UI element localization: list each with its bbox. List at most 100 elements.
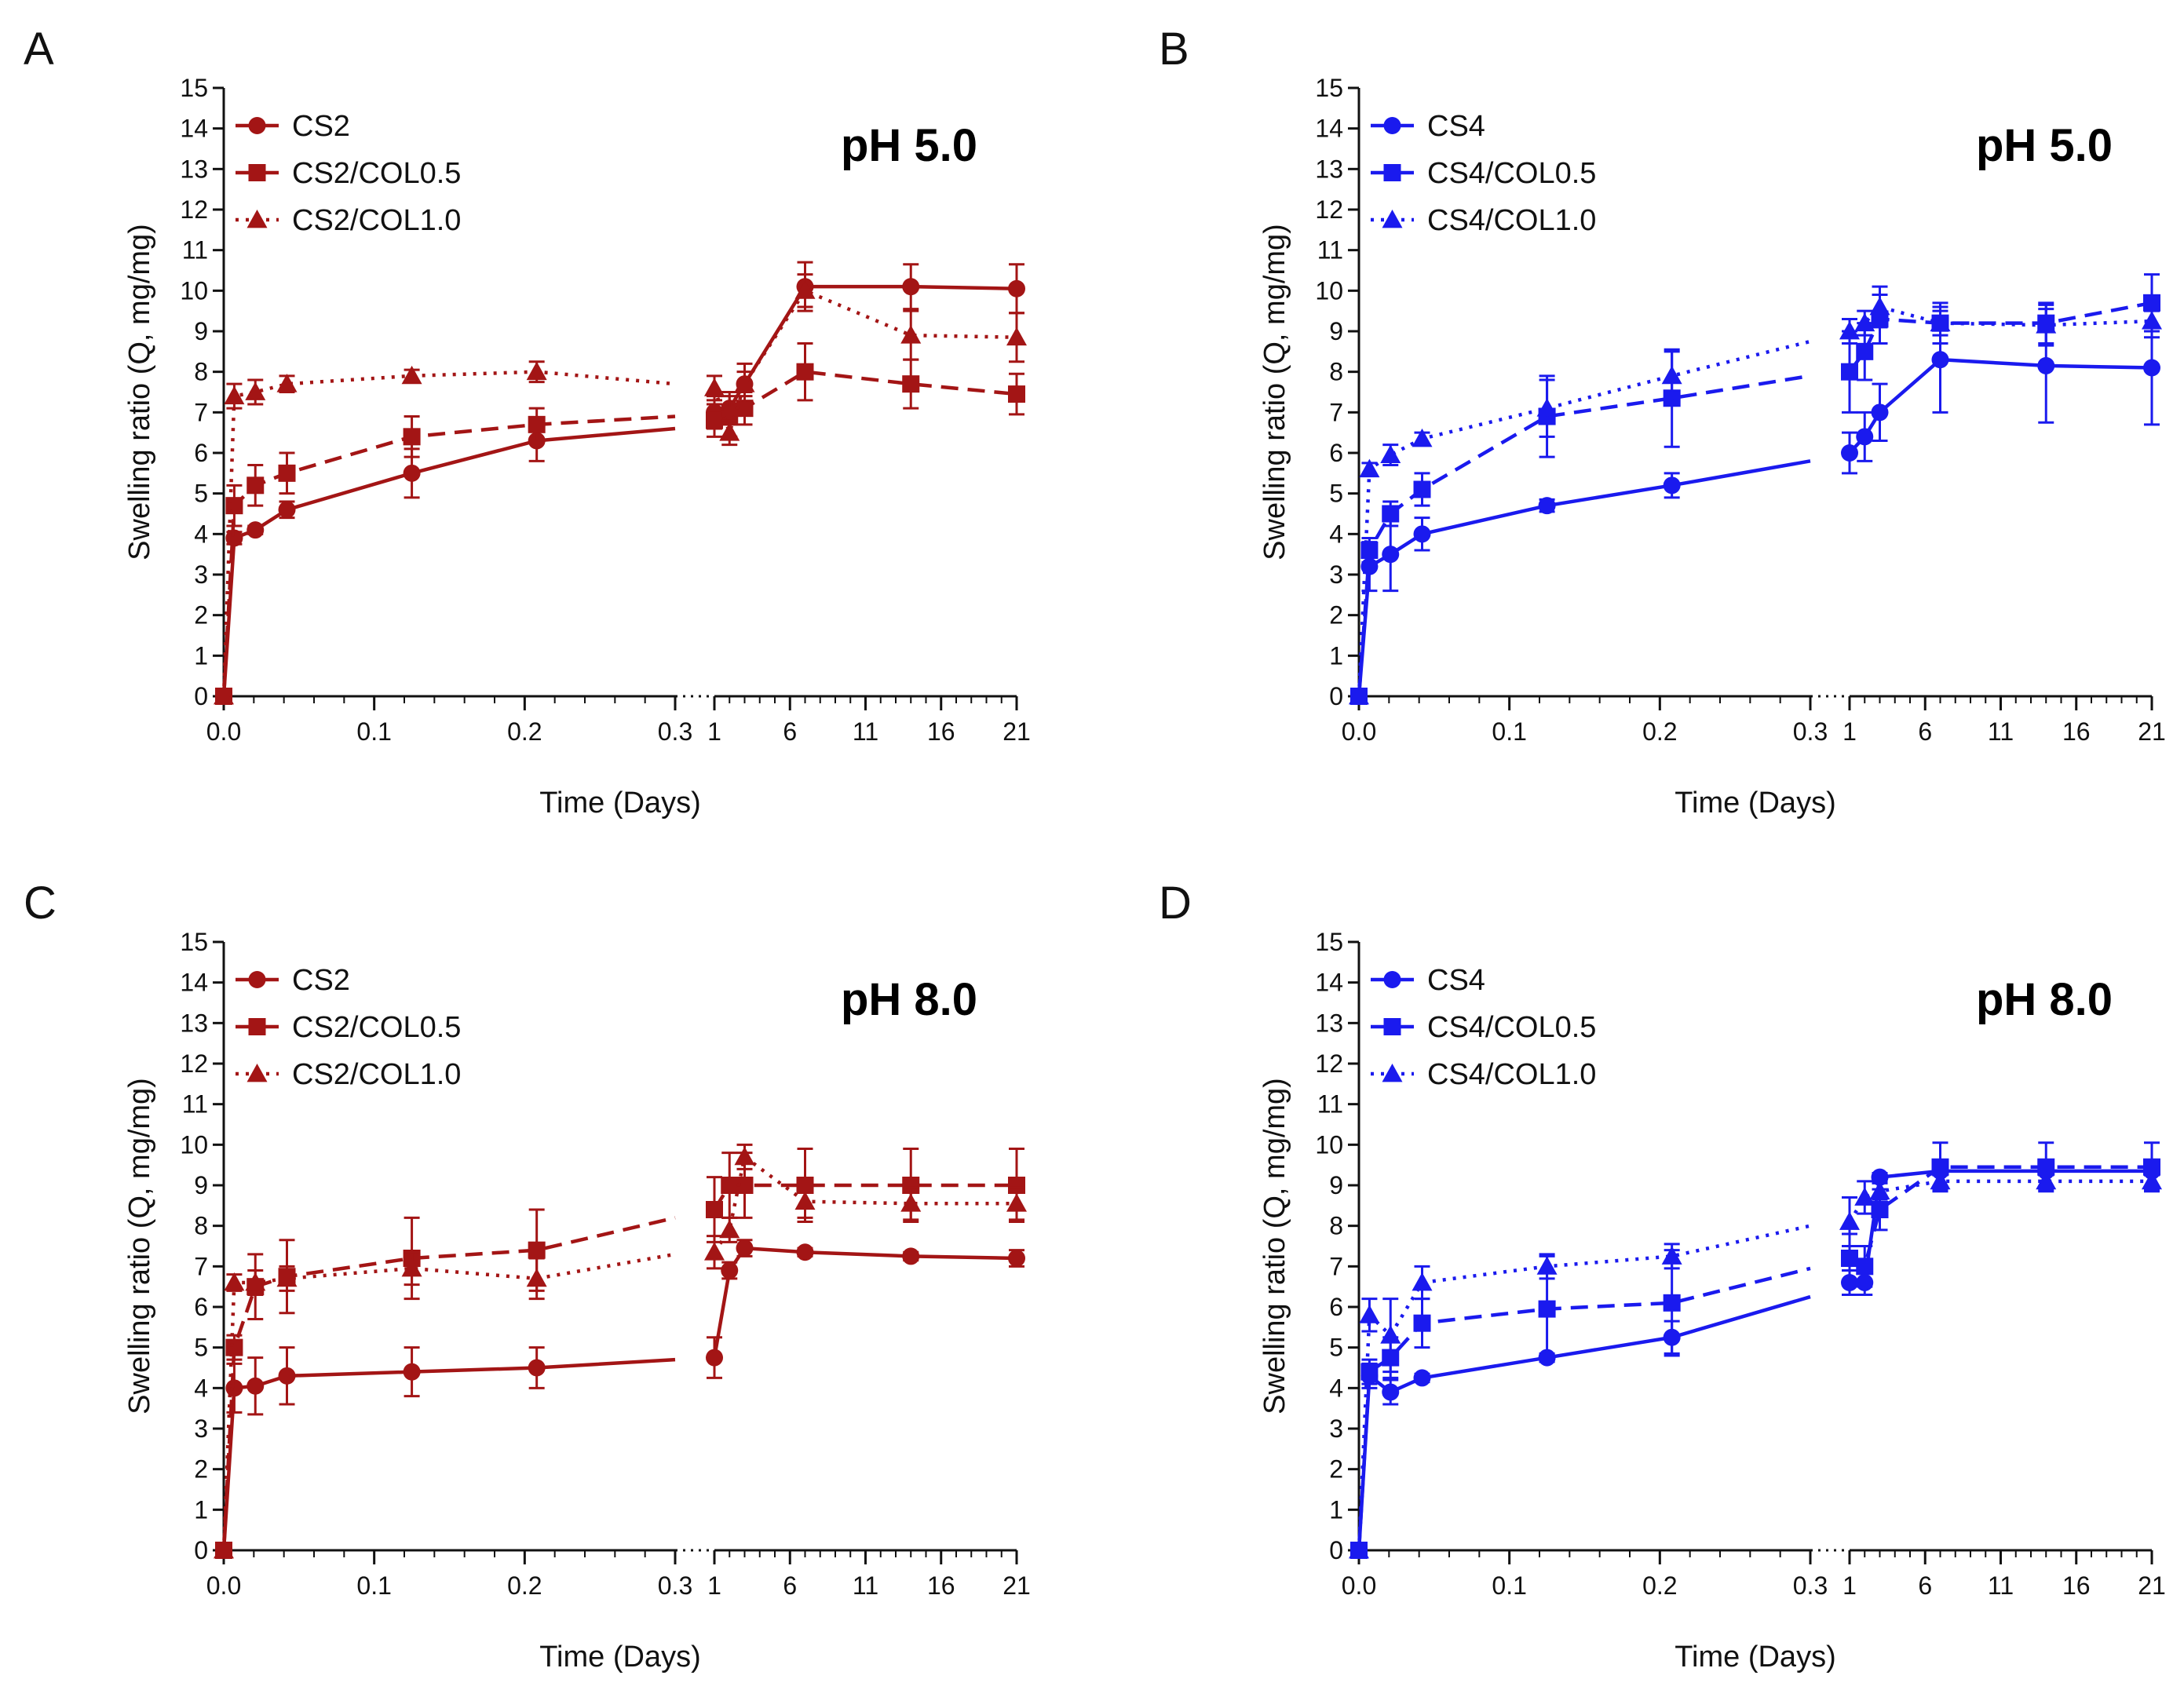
data-point xyxy=(225,497,243,515)
data-point xyxy=(1856,428,1874,446)
data-point xyxy=(1930,312,1951,332)
legend-label: CS4/COL1.0 xyxy=(1427,204,1596,237)
data-point xyxy=(719,422,740,441)
data-point xyxy=(214,686,234,705)
data-point xyxy=(734,374,755,392)
y-tick-label: 2 xyxy=(1329,601,1343,630)
y-tick-label: 9 xyxy=(1329,317,1343,345)
data-point xyxy=(526,1268,547,1287)
series-line xyxy=(221,1357,676,1551)
data-point xyxy=(1663,1294,1681,1312)
y-tick-label: 14 xyxy=(180,115,208,143)
y-tick-label: 11 xyxy=(182,1090,208,1119)
y-tick-label: 11 xyxy=(1317,1090,1343,1119)
y-tick-label: 5 xyxy=(194,1334,208,1362)
x-tick-label: 11 xyxy=(1988,717,2014,746)
data-point xyxy=(1854,1187,1875,1206)
x-tick-label: 1 xyxy=(707,717,721,746)
y-tick-label: 14 xyxy=(180,969,208,997)
x-tick-label: 6 xyxy=(783,717,797,746)
x-tick-label: 1 xyxy=(1843,1571,1857,1600)
x-axis-title: Time (Days) xyxy=(539,787,700,819)
y-tick-label: 13 xyxy=(180,1009,208,1037)
data-point xyxy=(403,428,421,446)
y-tick-label: 1 xyxy=(194,1495,208,1524)
data-point xyxy=(1930,1170,1951,1190)
data-point xyxy=(2036,1170,2057,1190)
data-point xyxy=(1538,1300,1556,1318)
legend-label: CS2 xyxy=(292,964,350,997)
data-point xyxy=(2143,294,2160,312)
data-point xyxy=(1869,1181,1890,1200)
y-tick-label: 7 xyxy=(1329,1252,1343,1280)
data-point xyxy=(1008,385,1025,403)
x-tick-label: 6 xyxy=(783,1571,797,1600)
y-tick-label: 11 xyxy=(182,236,208,265)
data-point xyxy=(528,1241,546,1259)
data-point xyxy=(278,501,296,519)
data-point xyxy=(900,1193,922,1212)
legend-marker xyxy=(247,1064,268,1082)
x-tick-label: 0.2 xyxy=(1642,717,1677,746)
legend-label: CS2/COL1.0 xyxy=(292,1058,461,1091)
data-point xyxy=(528,415,546,433)
x-tick-label: 0.2 xyxy=(507,1571,542,1600)
y-tick-label: 12 xyxy=(1315,195,1343,224)
x-tick-label: 0.1 xyxy=(356,717,391,746)
data-point xyxy=(1841,444,1858,462)
series-line xyxy=(1848,1165,2152,1268)
y-tick-label: 5 xyxy=(1329,480,1343,508)
data-point xyxy=(1536,1256,1558,1275)
y-tick-label: 3 xyxy=(194,560,208,589)
legend-label: CS2/COL0.5 xyxy=(292,1011,461,1044)
x-tick-label: 0.1 xyxy=(356,1571,391,1600)
y-tick-label: 10 xyxy=(180,1130,208,1159)
data-point xyxy=(736,400,754,418)
data-point xyxy=(902,375,920,393)
data-point xyxy=(704,1242,725,1261)
data-point xyxy=(276,1268,298,1287)
series-line xyxy=(712,1246,1017,1358)
series-cs2-col1-0 xyxy=(214,1143,1027,1559)
panel-letter: A xyxy=(24,24,54,75)
data-point xyxy=(1841,363,1858,381)
data-point xyxy=(1349,686,1369,705)
y-tick-label: 13 xyxy=(180,155,208,183)
data-point xyxy=(796,363,814,381)
data-point xyxy=(721,1261,739,1279)
data-point xyxy=(1413,1314,1431,1332)
series-line xyxy=(713,1155,1017,1254)
data-point xyxy=(526,361,547,381)
legend-marker xyxy=(247,210,268,228)
data-point xyxy=(247,476,265,495)
panel-letter: C xyxy=(24,878,57,929)
data-point xyxy=(2143,1158,2160,1176)
legend-marker xyxy=(1382,210,1403,228)
y-tick-label: 6 xyxy=(194,439,208,467)
y-tick-label: 4 xyxy=(1329,520,1343,548)
data-point xyxy=(528,1359,546,1377)
data-point xyxy=(2037,356,2055,374)
ph-annotation: pH 8.0 xyxy=(1976,974,2113,1025)
y-tick-label: 4 xyxy=(194,1374,208,1402)
series-line xyxy=(1357,1224,1811,1551)
data-point xyxy=(1412,428,1433,447)
data-point xyxy=(224,385,245,405)
series-line xyxy=(221,414,676,697)
y-tick-label: 13 xyxy=(1315,1009,1343,1037)
ph-annotation: pH 5.0 xyxy=(1976,120,2113,171)
y-tick-label: 9 xyxy=(194,1171,208,1199)
data-point xyxy=(2142,311,2162,330)
series-line xyxy=(221,370,676,697)
data-point xyxy=(1663,476,1681,495)
x-tick-label: 21 xyxy=(1003,717,1031,746)
data-point xyxy=(736,1177,754,1194)
data-point xyxy=(2036,315,2057,334)
y-tick-label: 0 xyxy=(1329,682,1343,710)
data-point xyxy=(1008,1177,1025,1194)
x-tick-label: 21 xyxy=(1003,1571,1031,1600)
x-tick-label: 0.0 xyxy=(206,1571,241,1600)
data-point xyxy=(1856,342,1874,360)
y-tick-label: 9 xyxy=(194,317,208,345)
